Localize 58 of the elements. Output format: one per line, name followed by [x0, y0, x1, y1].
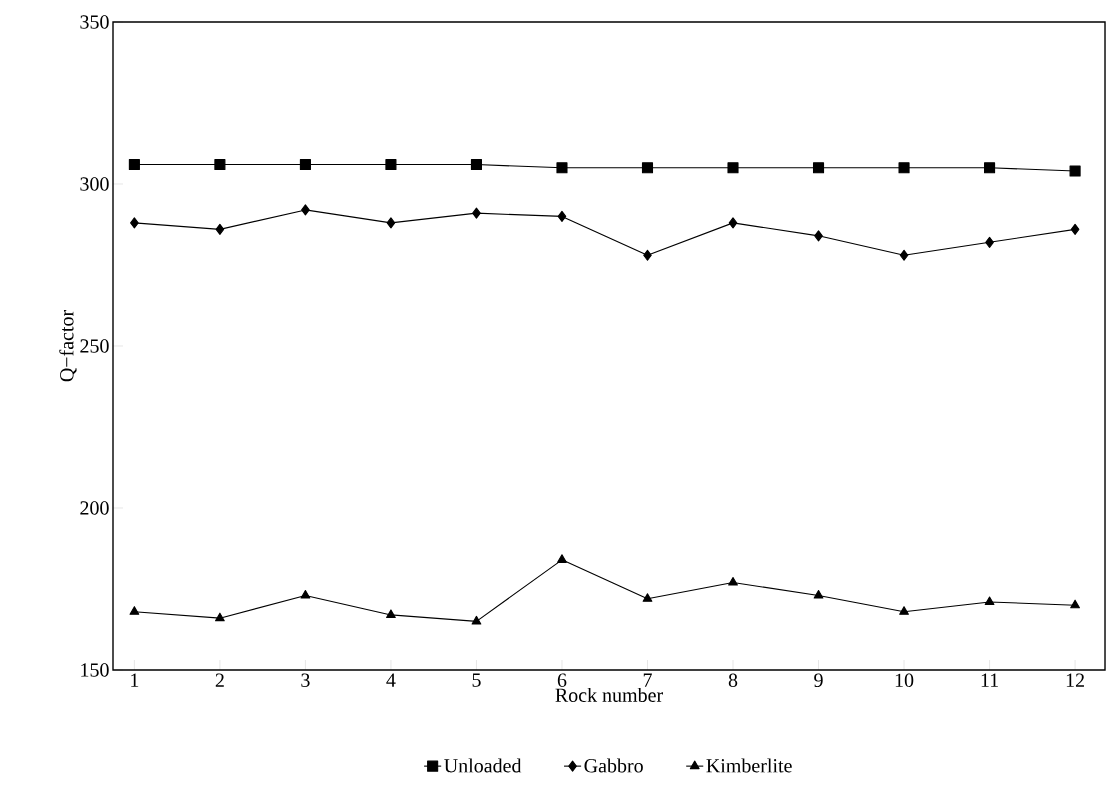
point [898, 162, 910, 174]
point [984, 162, 996, 174]
point [557, 210, 567, 222]
point [128, 159, 140, 171]
point [386, 217, 396, 229]
point [556, 162, 568, 174]
x-tick-label: 8 [728, 673, 738, 688]
point [301, 204, 310, 216]
x-tick-label: 1 [131, 673, 139, 687]
point [129, 606, 140, 615]
x-tick-label: 3 [301, 673, 310, 687]
point [215, 612, 225, 622]
point [728, 576, 738, 586]
point [814, 230, 823, 242]
point [385, 159, 397, 171]
point [1070, 599, 1080, 609]
point [472, 207, 481, 219]
x-tick-label: 2 [215, 673, 224, 687]
point [812, 162, 825, 174]
point [813, 589, 824, 599]
point [899, 249, 909, 261]
point [386, 609, 396, 618]
y-tick-label: 250 [80, 339, 109, 353]
point [899, 606, 909, 615]
point [642, 593, 653, 602]
point [299, 159, 311, 171]
point [215, 223, 225, 235]
y-tick-label: 200 [80, 501, 109, 515]
point [728, 217, 738, 229]
legend-label: Kimberlite [706, 758, 792, 773]
y-tick-label: 300 [80, 177, 109, 191]
point [1069, 165, 1081, 177]
y-axis-title: Q−factor [59, 310, 77, 382]
x-tick-label: 5 [472, 673, 481, 687]
point [214, 159, 226, 171]
x-tick-label: 6 [557, 673, 567, 687]
point [1070, 223, 1080, 235]
y-tick-label: 150 [81, 663, 109, 677]
x-tick-label: 10 [895, 673, 914, 688]
legend-label: Unloaded [444, 758, 522, 773]
x-tick-label: 4 [386, 673, 396, 687]
point [641, 162, 654, 174]
point [985, 236, 994, 248]
x-tick-label: 7 [643, 673, 652, 687]
point [470, 159, 483, 171]
point [984, 596, 995, 606]
x-tick-label: 12 [1066, 673, 1084, 687]
point [300, 589, 311, 599]
point [727, 162, 739, 174]
x-tick-label: 11 [981, 673, 998, 687]
point [643, 249, 652, 261]
y-tick-label: 350 [80, 15, 109, 29]
x-tick-label: 9 [814, 673, 823, 687]
point [557, 554, 567, 563]
point [471, 615, 482, 625]
legend-label: Gabbro [584, 758, 643, 773]
point [130, 217, 139, 229]
x-axis-title: Rock number [555, 687, 663, 702]
